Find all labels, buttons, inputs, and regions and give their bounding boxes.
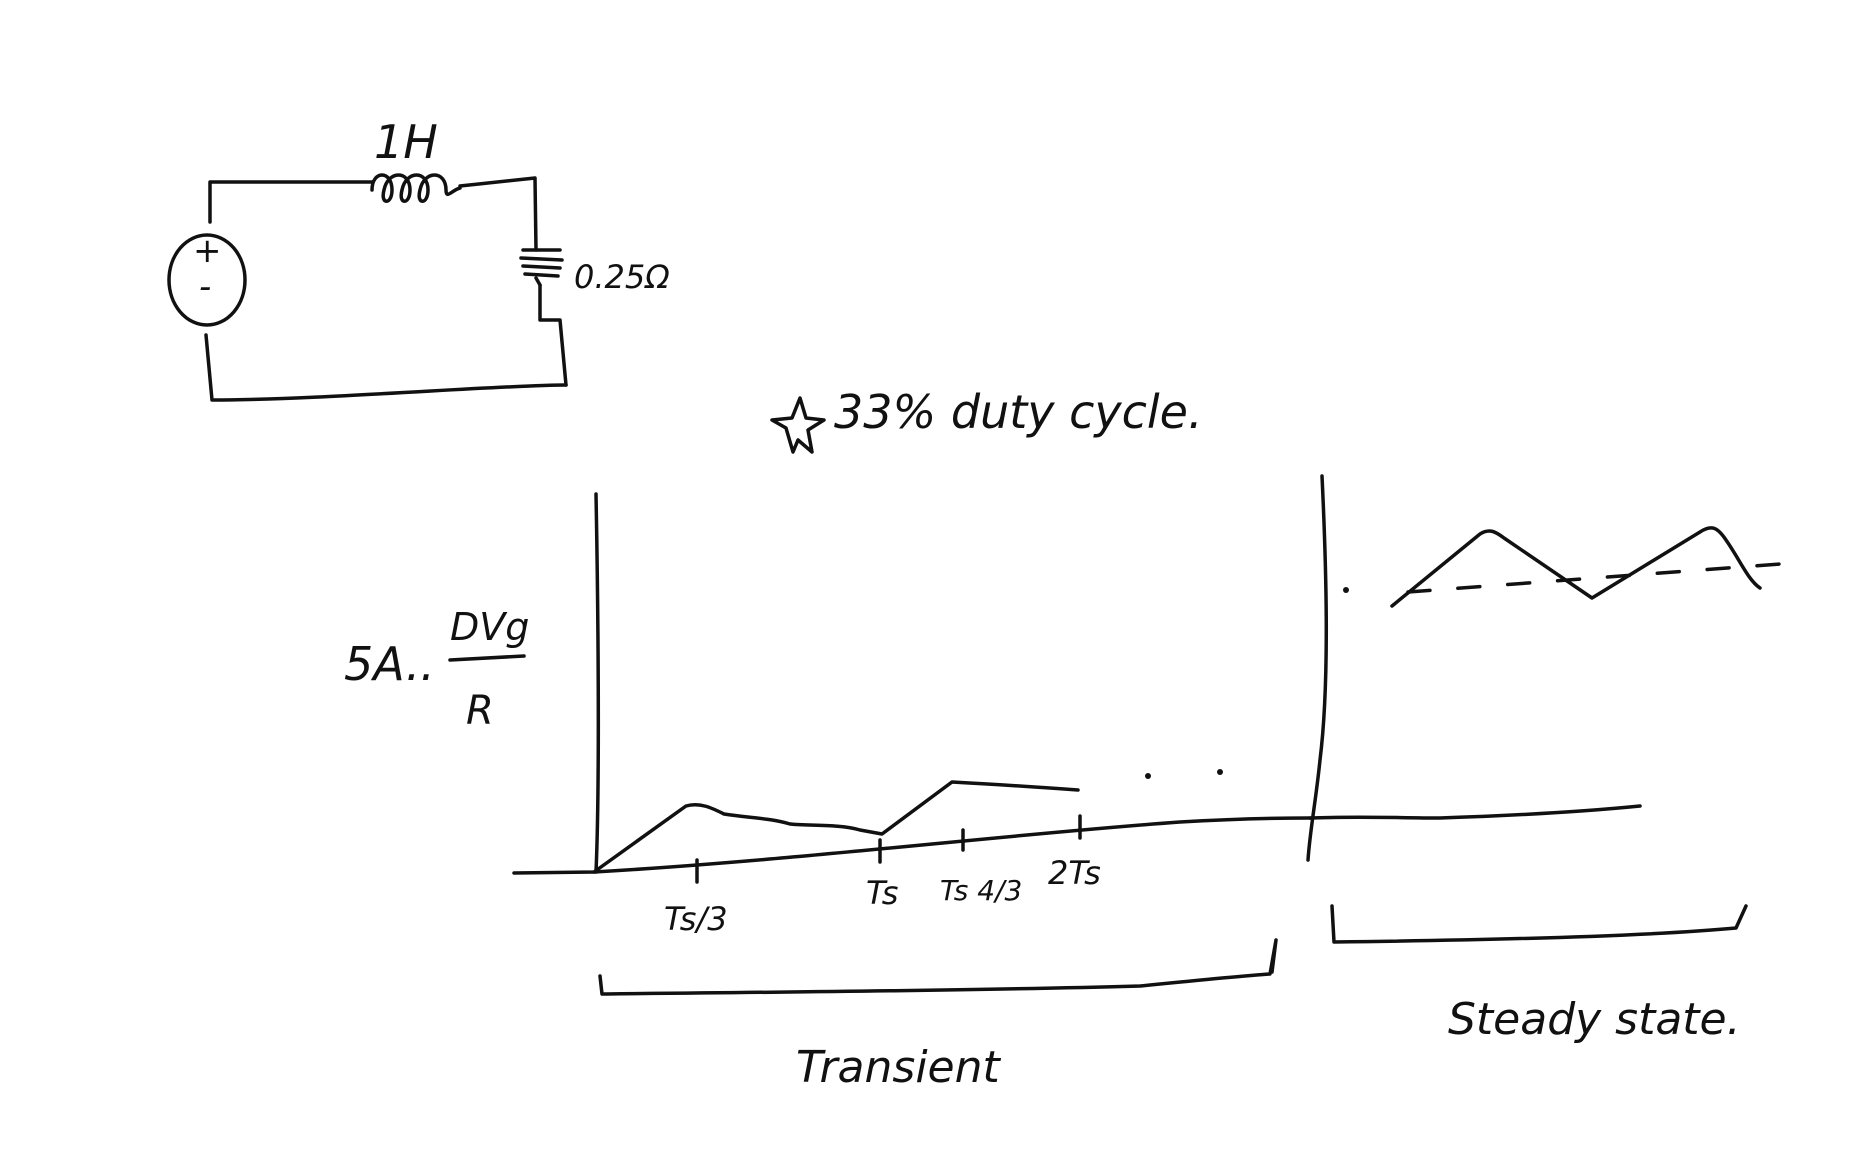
inductor-coil bbox=[370, 173, 462, 203]
y-label-numerator: DVg bbox=[450, 605, 529, 649]
steady-state-bracket bbox=[1330, 904, 1748, 944]
source-plus-sign: + bbox=[193, 231, 222, 271]
duty-cycle-text: 33% duty cycle. bbox=[834, 385, 1203, 439]
steady-state-graph bbox=[1343, 526, 1782, 608]
ellipsis-dot bbox=[1217, 769, 1223, 775]
region-brackets: Transient Steady state. bbox=[598, 904, 1748, 1093]
region-divider bbox=[1306, 474, 1329, 862]
resistor-symbol bbox=[519, 248, 564, 287]
transient-label: Transient bbox=[796, 1042, 1002, 1093]
average-dashed-line bbox=[1406, 562, 1782, 594]
tick-label-ts: Ts bbox=[866, 874, 898, 912]
transient-graph: 5A.. DVg R Ts/3 Ts Ts 4/3 2Ts bbox=[344, 474, 1642, 938]
x-axis bbox=[512, 816, 1312, 875]
wire-bottom bbox=[204, 333, 568, 402]
source-minus-sign: - bbox=[199, 267, 211, 307]
tick-label-2ts: 2Ts bbox=[1048, 854, 1101, 892]
transient-bracket bbox=[598, 938, 1278, 996]
wire-top-right bbox=[458, 176, 538, 252]
duty-cycle-note: 33% duty cycle. bbox=[770, 385, 1203, 454]
y-label-prefix: 5A.. bbox=[344, 637, 435, 691]
y-label-denominator: R bbox=[466, 688, 494, 734]
voltage-source bbox=[167, 233, 247, 327]
ellipsis-dot bbox=[1145, 773, 1151, 779]
resistor-label: 0.25Ω bbox=[574, 258, 670, 296]
wire-top-left bbox=[208, 180, 374, 224]
steady-state-label: Steady state. bbox=[1448, 994, 1741, 1045]
continuation-dot bbox=[1343, 587, 1349, 593]
circuit-diagram: + - 1H 0.25Ω bbox=[167, 115, 670, 402]
star-icon bbox=[770, 396, 826, 454]
tick-label-4ts3: Ts 4/3 bbox=[940, 874, 1022, 907]
fraction-bar bbox=[448, 654, 526, 662]
steady-state-waveform bbox=[1390, 526, 1762, 608]
tick-label-ts3: Ts/3 bbox=[664, 900, 728, 938]
steady-level-line bbox=[1308, 804, 1642, 820]
inductor-label: 1H bbox=[374, 115, 438, 169]
current-waveform bbox=[592, 780, 1080, 874]
y-axis bbox=[594, 492, 601, 874]
wire-right bbox=[538, 283, 568, 387]
